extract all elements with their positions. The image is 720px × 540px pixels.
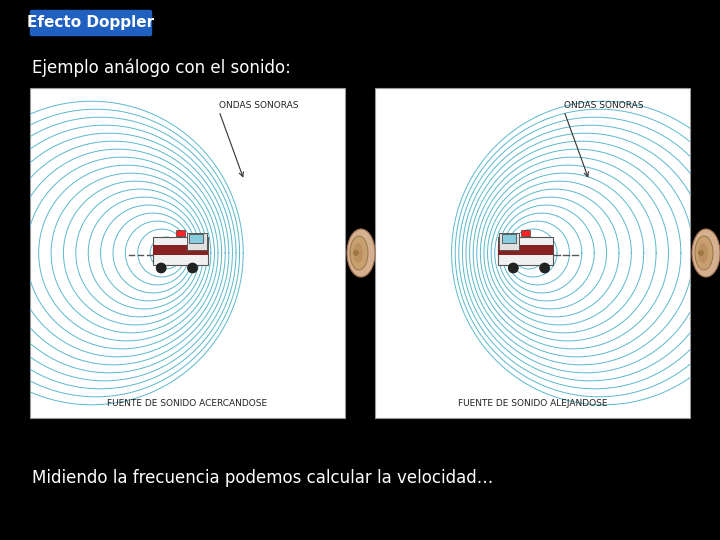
Bar xyxy=(375,88,690,418)
Ellipse shape xyxy=(350,236,368,270)
Circle shape xyxy=(187,263,197,273)
Circle shape xyxy=(540,263,549,273)
Bar xyxy=(153,245,208,255)
Ellipse shape xyxy=(347,229,375,277)
Ellipse shape xyxy=(698,243,708,263)
Bar xyxy=(498,245,553,255)
Bar xyxy=(521,230,530,236)
Circle shape xyxy=(156,263,166,273)
Circle shape xyxy=(508,263,518,273)
Bar xyxy=(30,88,345,418)
Circle shape xyxy=(698,250,704,256)
Bar xyxy=(498,237,553,265)
Ellipse shape xyxy=(695,236,713,270)
Ellipse shape xyxy=(353,243,363,263)
Text: Efecto Doppler: Efecto Doppler xyxy=(27,16,155,30)
Bar xyxy=(502,234,516,243)
Text: ONDAS SONORAS: ONDAS SONORAS xyxy=(564,102,644,111)
Bar xyxy=(153,237,208,265)
FancyBboxPatch shape xyxy=(30,10,151,36)
Bar xyxy=(189,234,203,243)
Circle shape xyxy=(353,250,359,256)
Bar xyxy=(187,233,207,249)
Text: FUENTE DE SONIDO ACERCANDOSE: FUENTE DE SONIDO ACERCANDOSE xyxy=(107,400,268,408)
Text: Midiendo la frecuencia podemos calcular la velocidad…: Midiendo la frecuencia podemos calcular … xyxy=(32,469,493,487)
Bar xyxy=(499,233,519,249)
Text: Ejemplo análogo con el sonido:: Ejemplo análogo con el sonido: xyxy=(32,59,291,77)
Bar xyxy=(176,230,185,236)
Text: FUENTE DE SONIDO ALEJANDOSE: FUENTE DE SONIDO ALEJANDOSE xyxy=(458,400,607,408)
Ellipse shape xyxy=(692,229,720,277)
Text: ONDAS SONORAS: ONDAS SONORAS xyxy=(219,102,299,111)
